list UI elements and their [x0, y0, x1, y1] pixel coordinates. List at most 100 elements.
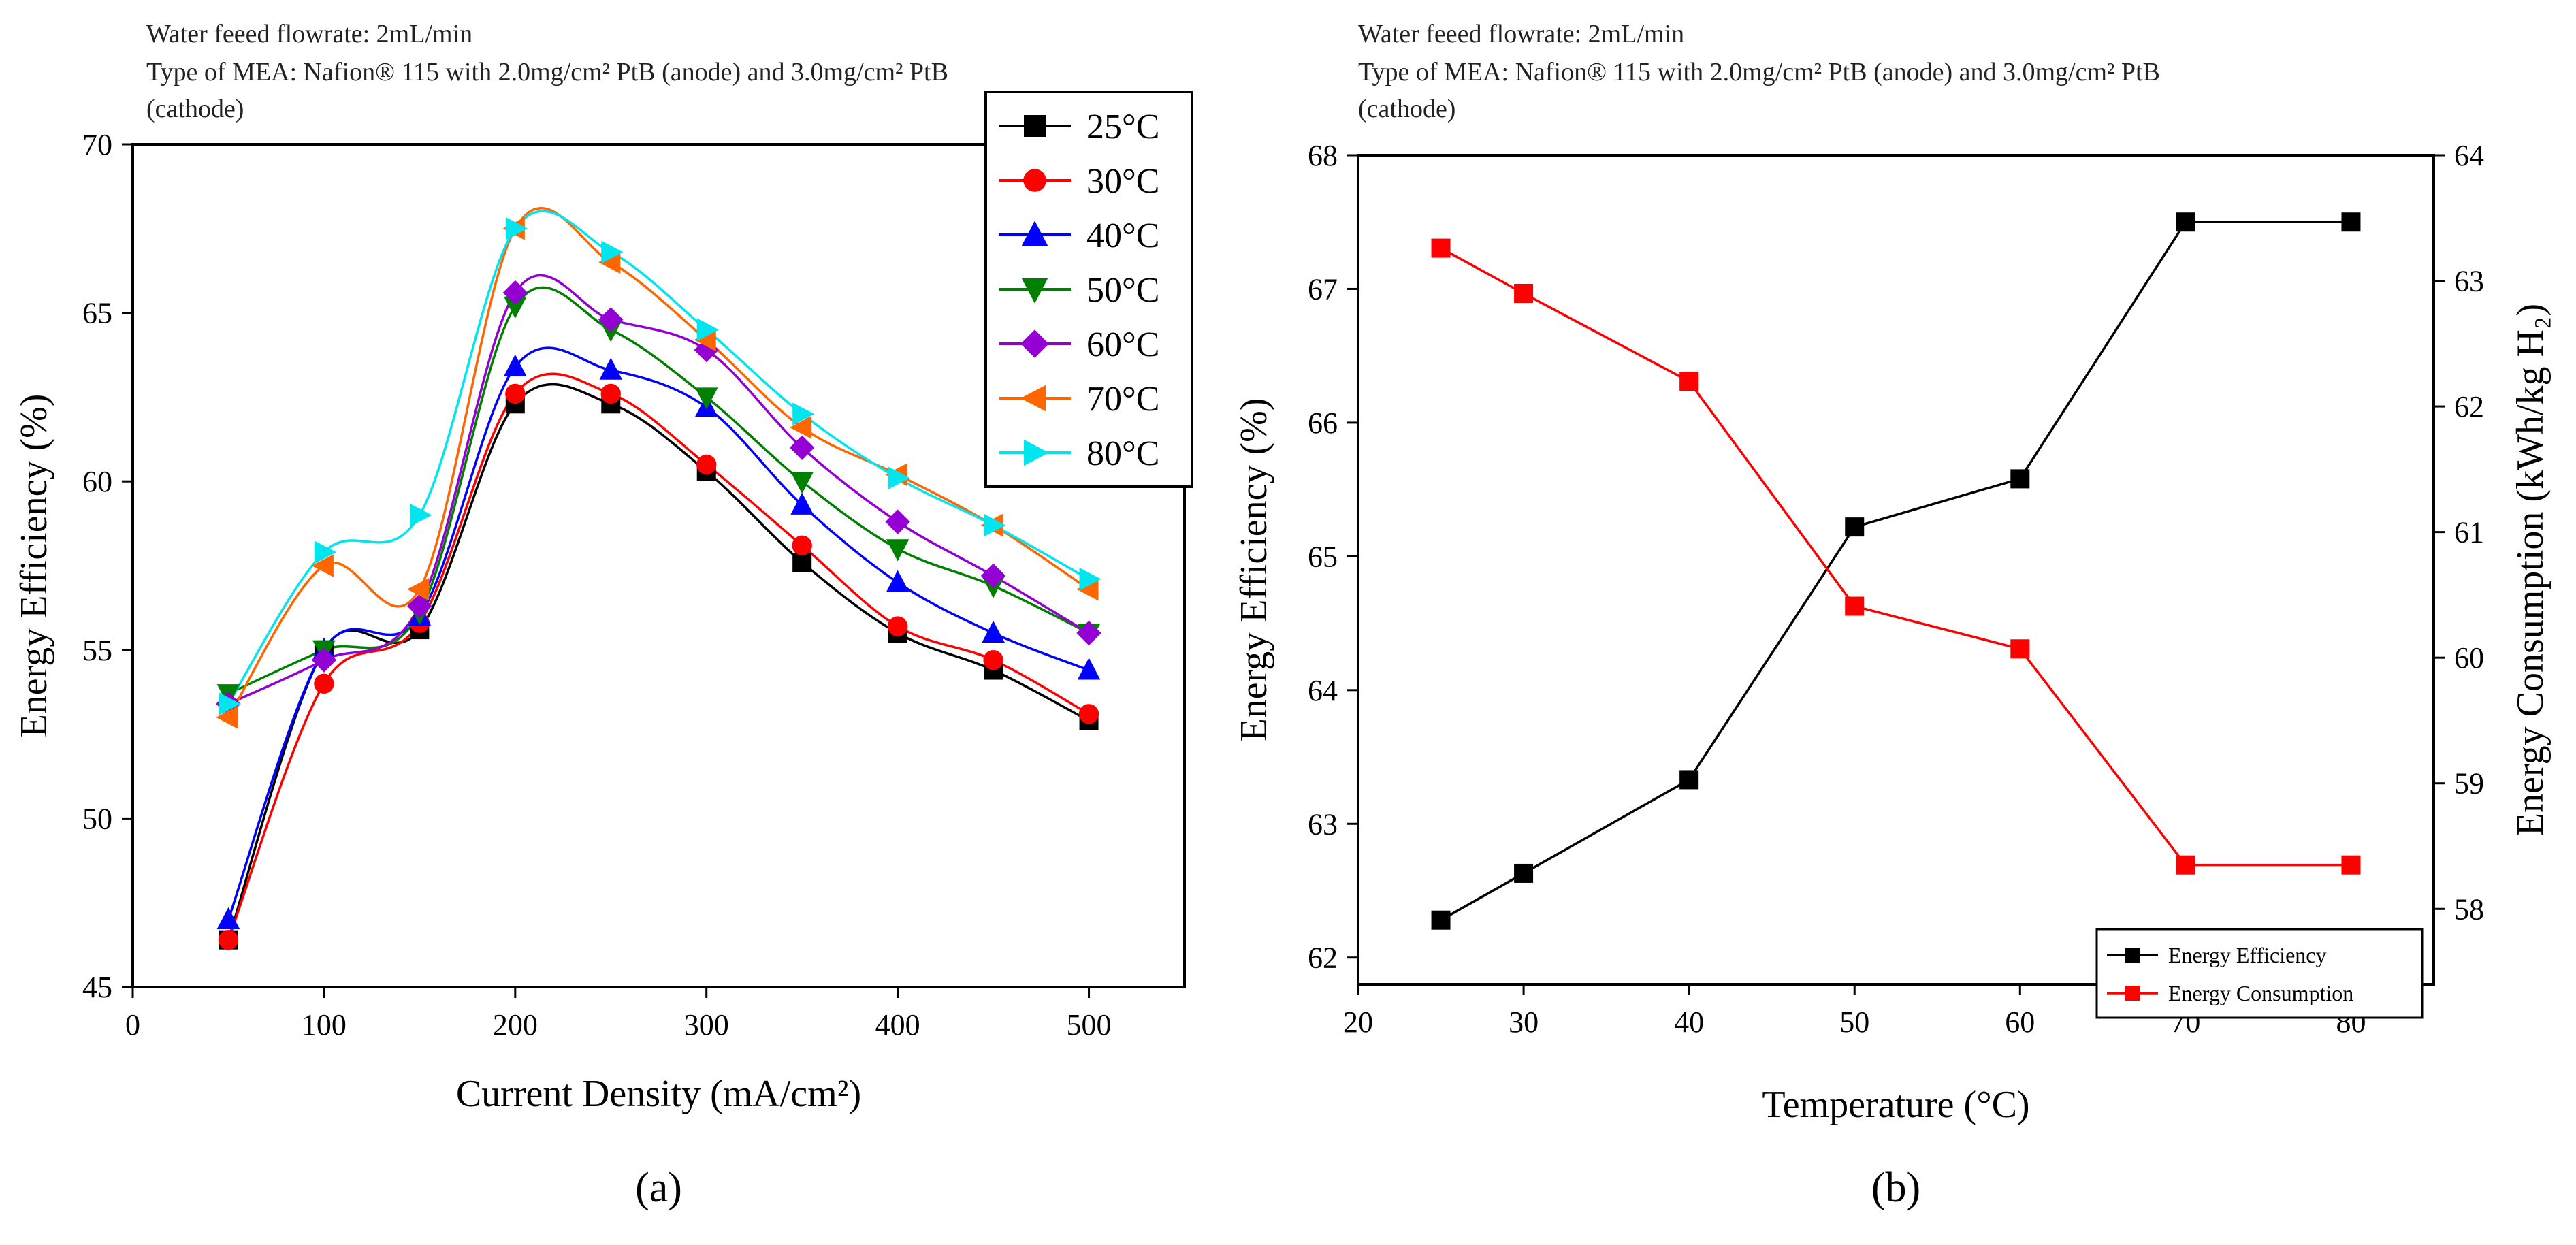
chart-a-data-point — [504, 354, 527, 376]
chart-a-data-point — [694, 337, 719, 363]
chart-b-legend-box — [2095, 928, 2424, 1019]
chart-b-legend-label: Energy Consumption — [2168, 981, 2353, 1005]
chart-a-data-point — [982, 620, 1005, 643]
chart-a-x-tick-label: 300 — [684, 1008, 729, 1041]
chart-b-series-line — [1440, 247, 2351, 867]
chart-a-legend-label: 30°C — [1086, 162, 1159, 201]
chart-b-data-point — [1514, 284, 1534, 303]
chart-b-legend: Energy Efficiency Energy Consumption — [2095, 928, 2424, 1019]
chart-a-data-point — [1077, 658, 1101, 680]
chart-a-data-point — [789, 435, 815, 460]
chart-b-legend-marker — [2125, 986, 2140, 1001]
chart-a-data-point — [407, 577, 430, 601]
chart-a-data-point — [792, 553, 812, 572]
chart-a-note-1: Water feeed flowrate: 2mL/min — [146, 20, 472, 48]
chart-a-data-point — [407, 594, 432, 619]
chart-a-note-2: Type of MEA: Nafion® 115 with 2.0mg/cm² … — [146, 58, 948, 86]
chart-b-data-point — [1679, 372, 1699, 391]
chart-a-y-tick-label: 65 — [82, 297, 112, 330]
chart-b-y2-axis-label: Energy Consumption (kWh/kg H₂) — [2509, 304, 2551, 836]
chart-b-note-2: Type of MEA: Nafion® 115 with 2.0mg/cm² … — [1358, 58, 2160, 86]
chart-a-y-tick-label: 45 — [82, 971, 112, 1004]
chart-b-data-point — [1431, 238, 1451, 258]
chart-a-series-line — [227, 383, 1090, 941]
chart-a-plot-frame — [131, 143, 1186, 988]
chart-a-legend-label: 80°C — [1086, 434, 1159, 473]
chart-b-note-3: (cathode) — [1358, 95, 1455, 123]
chart-a-data-point — [311, 647, 337, 673]
chart-a-data-point — [694, 328, 716, 352]
chart-b-x-tick-label: 50 — [1839, 1005, 1869, 1039]
chart-a-legend-marker — [1021, 221, 1048, 246]
chart-a-data-point — [790, 492, 814, 515]
chart-a: Water feeed flowrate: 2mL/min Type of ME… — [13, 20, 1193, 1211]
chart-a-data-point — [885, 509, 910, 534]
chart-a-data-point — [410, 503, 432, 527]
chart-b-data-point — [2341, 212, 2361, 232]
chart-b-panel-label: (b) — [1871, 1165, 1920, 1211]
chart-a-legend-label: 60°C — [1086, 325, 1159, 364]
chart-b-data-point — [2010, 469, 2030, 489]
chart-a-data-point — [980, 563, 1006, 589]
chart-b-data-point — [2010, 639, 2030, 659]
chart-b-series-line — [1440, 221, 2351, 922]
chart-b-note-1: Water feeed flowrate: 2mL/min — [1358, 20, 1684, 48]
chart-a-data-point — [1076, 577, 1099, 601]
chart-a-legend-label: 50°C — [1086, 271, 1159, 310]
chart-b-y-tick-label: 63 — [1308, 807, 1338, 841]
chart-b-y-tick-label: 64 — [1308, 674, 1338, 707]
chart-b-y-tick-label: 68 — [1308, 139, 1338, 172]
chart-b-y-axis-label: Energy Efficiency (%) — [1233, 398, 1275, 742]
chart-b-data-point — [1679, 770, 1699, 790]
chart-b-data-point — [2176, 855, 2195, 875]
chart-a-legend-marker — [1020, 329, 1049, 358]
chart-b-x-tick-label: 40 — [1674, 1005, 1704, 1039]
chart-b-x-tick-label: 30 — [1509, 1005, 1539, 1039]
chart-a-x-tick-label: 400 — [875, 1008, 920, 1041]
chart-b-y-tick-label: 62 — [1308, 941, 1338, 975]
chart-a-data-point — [694, 387, 718, 410]
chart-a-series-line — [227, 286, 1090, 695]
chart-a-data-point — [886, 539, 909, 562]
chart-b-data-point — [1431, 910, 1451, 930]
chart-a-y-axis-label: Energy Efficiency (%) — [13, 394, 55, 738]
chart-a-data-point — [216, 706, 238, 729]
chart-a-data-point — [505, 217, 528, 240]
chart-a-data-point — [887, 616, 908, 636]
chart-a-legend: 25°C 30°C 40°C 50°C 60°C 70°C 80°C — [984, 91, 1193, 488]
chart-a-x-tick-label: 100 — [302, 1008, 347, 1041]
chart-a-data-point — [792, 402, 815, 425]
chart-b-x-axis-label: Temperature (°C) — [1762, 1084, 2029, 1126]
chart-b-data-point — [1845, 596, 1865, 616]
chart-a-data-point — [790, 472, 814, 494]
chart-b-y-tick-label: 67 — [1308, 272, 1338, 306]
chart-a-data-point — [314, 540, 337, 564]
chart-b-y2-tick-label: 62 — [2454, 390, 2484, 423]
chart-a-y-tick-label: 50 — [82, 802, 112, 835]
chart-a-x-tick-label: 500 — [1067, 1008, 1112, 1041]
chart-a-data-point — [888, 466, 910, 490]
chart-a-legend-marker — [1020, 385, 1046, 412]
chart-a-data-point — [598, 307, 624, 332]
chart-a-legend-label: 25°C — [1086, 108, 1159, 146]
chart-a-data-point — [789, 416, 812, 439]
chart-a-data-point — [984, 513, 1006, 537]
chart-b-y2-tick-label: 59 — [2454, 767, 2484, 801]
chart-b-legend-marker — [2125, 948, 2140, 963]
chart-a-data-point — [219, 692, 241, 715]
chart-a-data-point — [886, 570, 909, 592]
chart-a-data-point — [598, 250, 621, 274]
chart-b-data-point — [2176, 212, 2195, 232]
chart-a-data-point — [983, 649, 1003, 670]
chart-a-data-point — [696, 318, 719, 342]
chart-a-panel-label: (a) — [635, 1165, 682, 1211]
chart-a-data-point — [311, 554, 334, 577]
chart-a-x-axis-label: Current Density (mA/cm²) — [456, 1073, 861, 1115]
chart-a-data-point — [314, 673, 334, 694]
chart-a-legend-label: 70°C — [1086, 380, 1159, 419]
chart-a-data-point — [502, 280, 528, 306]
chart-a-y-tick-label: 70 — [82, 128, 112, 161]
chart-b-y-tick-label: 65 — [1308, 540, 1338, 573]
chart-b-y2-tick-label: 60 — [2454, 641, 2484, 675]
